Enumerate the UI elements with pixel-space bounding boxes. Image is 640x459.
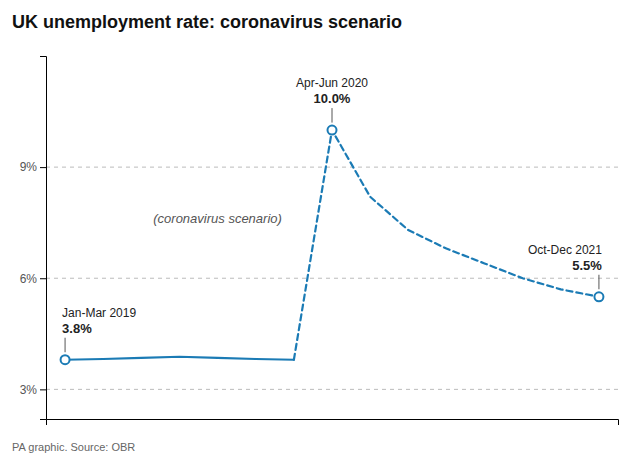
annotation: (coronavirus scenario): [153, 211, 282, 226]
y-tick-label: 9%: [20, 160, 38, 174]
point-label: Jan-Mar 2019: [62, 306, 136, 320]
y-tick: 6%: [20, 272, 46, 286]
leader-line: [332, 108, 333, 123]
grid: [46, 167, 618, 389]
y-axis-line: [40, 57, 47, 420]
chart: UK unemployment rate: coronavirus scenar…: [0, 0, 640, 459]
marks: [61, 126, 604, 365]
grid-line: [46, 278, 618, 279]
data-label: 10.0%: [314, 91, 351, 106]
y-tick-mark: [40, 167, 46, 168]
marker: [328, 126, 337, 135]
y-tick-label: 6%: [20, 272, 38, 286]
data-label: 5.5%: [572, 258, 602, 273]
y-tick: 3%: [20, 383, 46, 397]
leader-line: [598, 275, 599, 290]
plot: 3% 6% 9% 3.8%Jan-Mar 2019 10.0%Apr-Jun 2020 5…: [20, 57, 619, 426]
data-label: 3.8%: [62, 321, 92, 336]
marker: [61, 355, 70, 364]
footer: PA graphic. Source: OBR: [12, 441, 135, 453]
leader-line: [65, 338, 66, 353]
y-tick-label: 3%: [20, 383, 38, 397]
point-label: Oct-Dec 2021: [528, 243, 602, 257]
labels: 3.8%Jan-Mar 2019 10.0%Apr-Jun 2020 5.5%Oct…: [62, 76, 602, 352]
point-label: Apr-Jun 2020: [296, 76, 368, 90]
y-tick-mark: [40, 389, 46, 390]
grid-line: [46, 389, 618, 390]
x-axis: [47, 420, 619, 426]
y-axis: 3% 6% 9%: [20, 57, 47, 420]
y-tick-mark: [40, 278, 46, 279]
x-axis-line: [47, 420, 619, 426]
title: UK unemployment rate: coronavirus scenar…: [12, 12, 402, 32]
marker: [594, 292, 603, 301]
grid-line: [46, 167, 618, 168]
line: [65, 357, 294, 360]
y-tick: 9%: [20, 160, 46, 174]
